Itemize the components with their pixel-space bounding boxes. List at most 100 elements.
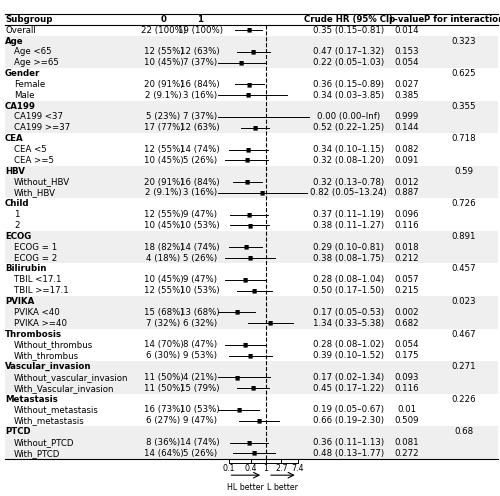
Text: 0.32 (0.08–1.20): 0.32 (0.08–1.20) <box>313 156 384 165</box>
Text: Without_thrombus: Without_thrombus <box>14 340 93 349</box>
Text: 14 (74%): 14 (74%) <box>180 145 220 154</box>
Text: Overall: Overall <box>5 26 36 35</box>
Text: Child: Child <box>5 199 29 208</box>
Text: With_PTCD: With_PTCD <box>14 449 60 458</box>
Text: Without_HBV: Without_HBV <box>14 178 70 186</box>
Text: 0.002: 0.002 <box>394 308 419 317</box>
Text: 0.4: 0.4 <box>244 464 257 473</box>
Text: 10 (53%): 10 (53%) <box>180 286 220 295</box>
Text: 18 (82%): 18 (82%) <box>144 243 184 251</box>
Text: 0.82 (0.05–13.24): 0.82 (0.05–13.24) <box>310 188 387 197</box>
Text: 9 (47%): 9 (47%) <box>183 275 217 284</box>
Text: ■: ■ <box>246 147 251 152</box>
Text: 0.144: 0.144 <box>394 124 419 132</box>
Text: 0.68: 0.68 <box>454 427 473 436</box>
Text: 0.19 (0.05–0.67): 0.19 (0.05–0.67) <box>313 405 384 415</box>
Text: 10 (45%): 10 (45%) <box>144 221 184 230</box>
Text: TBIL >=17.1: TBIL >=17.1 <box>14 286 69 295</box>
Text: PTCD: PTCD <box>5 427 30 436</box>
Text: 0.082: 0.082 <box>394 145 419 154</box>
Text: 0.272: 0.272 <box>394 449 419 458</box>
Text: ■: ■ <box>250 386 256 391</box>
Text: CEA >=5: CEA >=5 <box>14 156 54 165</box>
Text: 2 (9.1%): 2 (9.1%) <box>145 91 182 100</box>
Text: 0.027: 0.027 <box>394 80 419 89</box>
Text: 10 (53%): 10 (53%) <box>180 221 220 230</box>
Text: 0.1: 0.1 <box>222 464 235 473</box>
Text: 6 (30%): 6 (30%) <box>146 351 180 360</box>
Text: ■: ■ <box>243 245 248 249</box>
Text: ■: ■ <box>252 288 257 293</box>
Text: 0.50 (0.17–1.50): 0.50 (0.17–1.50) <box>313 286 384 295</box>
Text: 5 (26%): 5 (26%) <box>183 156 217 165</box>
Text: 2: 2 <box>14 221 20 230</box>
Text: ■: ■ <box>234 375 240 380</box>
Text: ■: ■ <box>248 223 252 228</box>
Text: 0.34 (0.10–1.15): 0.34 (0.10–1.15) <box>313 145 384 154</box>
Text: 0.37 (0.11–1.19): 0.37 (0.11–1.19) <box>313 210 384 219</box>
Text: 0.215: 0.215 <box>394 286 419 295</box>
Text: ■: ■ <box>246 93 251 98</box>
Text: 16 (84%): 16 (84%) <box>180 178 220 186</box>
Text: 17 (77%): 17 (77%) <box>144 124 184 132</box>
Text: Metastasis: Metastasis <box>5 395 58 404</box>
Text: 0.35 (0.15–0.81): 0.35 (0.15–0.81) <box>313 26 384 35</box>
Text: 0.66 (0.19–2.30): 0.66 (0.19–2.30) <box>313 416 384 425</box>
Text: PVIKA <40: PVIKA <40 <box>14 308 60 317</box>
Text: 12 (55%): 12 (55%) <box>144 48 184 57</box>
Text: Without_metastasis: Without_metastasis <box>14 405 99 415</box>
Text: 12 (63%): 12 (63%) <box>180 48 220 57</box>
Text: 1.34 (0.33–5.38): 1.34 (0.33–5.38) <box>313 318 384 328</box>
Text: ■: ■ <box>244 158 250 163</box>
Text: ■: ■ <box>247 212 252 217</box>
Text: 0.01: 0.01 <box>397 405 416 415</box>
Text: 0.00 (0.00–Inf): 0.00 (0.00–Inf) <box>317 113 380 122</box>
Text: 0.52 (0.22–1.25): 0.52 (0.22–1.25) <box>313 124 384 132</box>
Text: ECOG: ECOG <box>5 232 31 241</box>
Text: 0.34 (0.03–3.85): 0.34 (0.03–3.85) <box>313 91 384 100</box>
Text: 0.17 (0.02–1.34): 0.17 (0.02–1.34) <box>313 373 384 382</box>
Text: 7 (37%): 7 (37%) <box>183 58 217 67</box>
Text: 0.012: 0.012 <box>394 178 419 186</box>
Text: 1: 1 <box>197 15 203 24</box>
Text: 0.22 (0.05–1.03): 0.22 (0.05–1.03) <box>313 58 384 67</box>
Text: CEA <5: CEA <5 <box>14 145 47 154</box>
Text: PVIKA: PVIKA <box>5 297 34 306</box>
Text: 10 (45%): 10 (45%) <box>144 156 184 165</box>
Text: 5 (23%): 5 (23%) <box>146 113 180 122</box>
Text: 0.018: 0.018 <box>394 243 419 251</box>
Text: 9 (47%): 9 (47%) <box>183 210 217 219</box>
Text: 0.682: 0.682 <box>394 318 419 328</box>
Text: 16 (84%): 16 (84%) <box>180 80 220 89</box>
Text: Without_vascular_invasion: Without_vascular_invasion <box>14 373 128 382</box>
Text: 0.625: 0.625 <box>452 69 476 78</box>
Text: 20 (91%): 20 (91%) <box>144 178 183 186</box>
Text: ■: ■ <box>248 353 253 358</box>
Text: 10 (45%): 10 (45%) <box>144 275 184 284</box>
Text: ■: ■ <box>252 125 258 130</box>
Text: ■: ■ <box>244 180 250 185</box>
Text: ■: ■ <box>260 190 265 195</box>
Text: 0.509: 0.509 <box>394 416 419 425</box>
Text: 0.116: 0.116 <box>394 221 419 230</box>
Text: ■: ■ <box>251 451 256 456</box>
Text: 10 (45%): 10 (45%) <box>144 58 184 67</box>
Text: Age: Age <box>5 37 24 46</box>
Text: 0.48 (0.13–1.77): 0.48 (0.13–1.77) <box>313 449 384 458</box>
Text: 14 (74%): 14 (74%) <box>180 243 220 251</box>
Text: 0: 0 <box>160 15 166 24</box>
Text: 0.271: 0.271 <box>452 362 476 371</box>
Text: 2 (9.1%): 2 (9.1%) <box>145 188 182 197</box>
Text: ■: ■ <box>234 310 240 315</box>
Text: 0.891: 0.891 <box>452 232 476 241</box>
Text: Gender: Gender <box>5 69 41 78</box>
Text: 6 (27%): 6 (27%) <box>146 416 180 425</box>
Text: 7.4: 7.4 <box>292 464 304 473</box>
Text: 0.023: 0.023 <box>452 297 476 306</box>
Text: 0.887: 0.887 <box>394 188 419 197</box>
Text: L better: L better <box>268 483 298 492</box>
Text: 0.054: 0.054 <box>394 58 419 67</box>
Text: 0.116: 0.116 <box>394 384 419 393</box>
Text: 6 (32%): 6 (32%) <box>183 318 217 328</box>
Text: 0.36 (0.15–0.89): 0.36 (0.15–0.89) <box>313 80 384 89</box>
